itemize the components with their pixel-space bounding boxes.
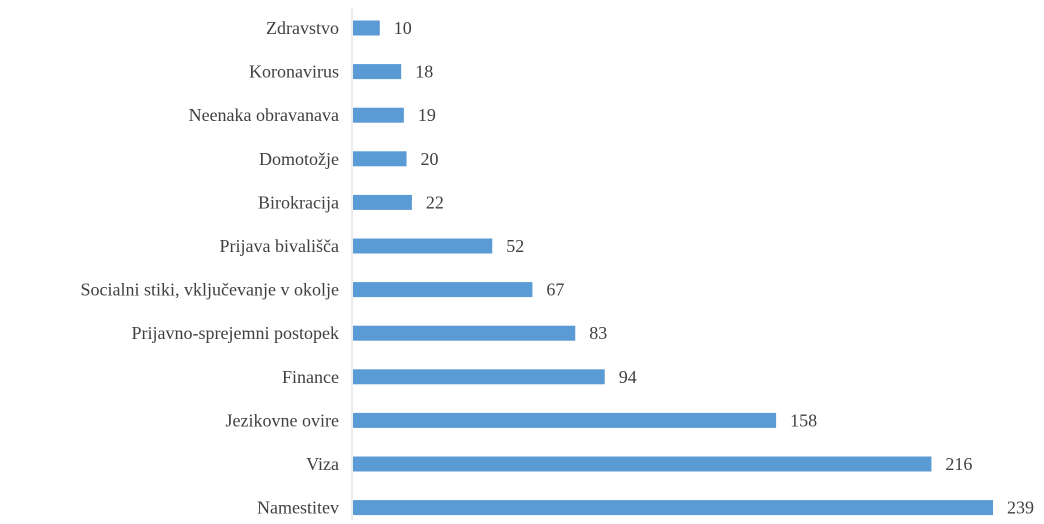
data-label: 20 [421, 149, 439, 169]
data-label: 10 [394, 18, 412, 38]
data-label: 67 [546, 280, 564, 300]
data-label: 83 [589, 323, 607, 343]
data-label: 239 [1007, 498, 1034, 518]
category-label: Viza [306, 454, 339, 474]
category-label: Domotožje [259, 149, 339, 169]
bar [353, 20, 380, 36]
data-label: 22 [426, 192, 444, 212]
category-labels: Zdravstvo Koronavirus Neenaka obravanava Do… [81, 18, 339, 518]
category-label: Finance [282, 367, 339, 387]
bar [353, 456, 932, 472]
category-label: Birokracija [258, 192, 339, 212]
value-labels: 10 18 19 20 22 52 67 83 94 158 216 239 [394, 18, 1034, 518]
category-label: Namestitev [257, 498, 339, 518]
bar [353, 282, 533, 298]
category-label: Zdravstvo [266, 18, 339, 38]
data-label: 216 [945, 454, 972, 474]
data-label: 52 [506, 236, 524, 256]
data-label: 158 [790, 410, 817, 430]
bar [353, 325, 576, 341]
category-label: Jezikovne ovire [226, 410, 339, 430]
bar [353, 194, 412, 210]
data-label: 19 [418, 105, 436, 125]
bar-group [353, 20, 993, 516]
category-label: Koronavirus [249, 62, 339, 82]
bar [353, 107, 404, 123]
bar [353, 500, 993, 516]
bar [353, 369, 605, 385]
bar [353, 151, 407, 167]
category-label: Neenaka obravanava [189, 105, 339, 125]
category-label: Prijava bivališča [220, 236, 339, 256]
category-label: Prijavno-sprejemni postopek [132, 323, 339, 343]
bar [353, 64, 402, 80]
data-label: 18 [415, 62, 433, 82]
bar [353, 238, 493, 254]
data-label: 94 [619, 367, 637, 387]
category-label: Socialni stiki, vključevanje v okolje [81, 280, 339, 300]
bar [353, 412, 777, 428]
